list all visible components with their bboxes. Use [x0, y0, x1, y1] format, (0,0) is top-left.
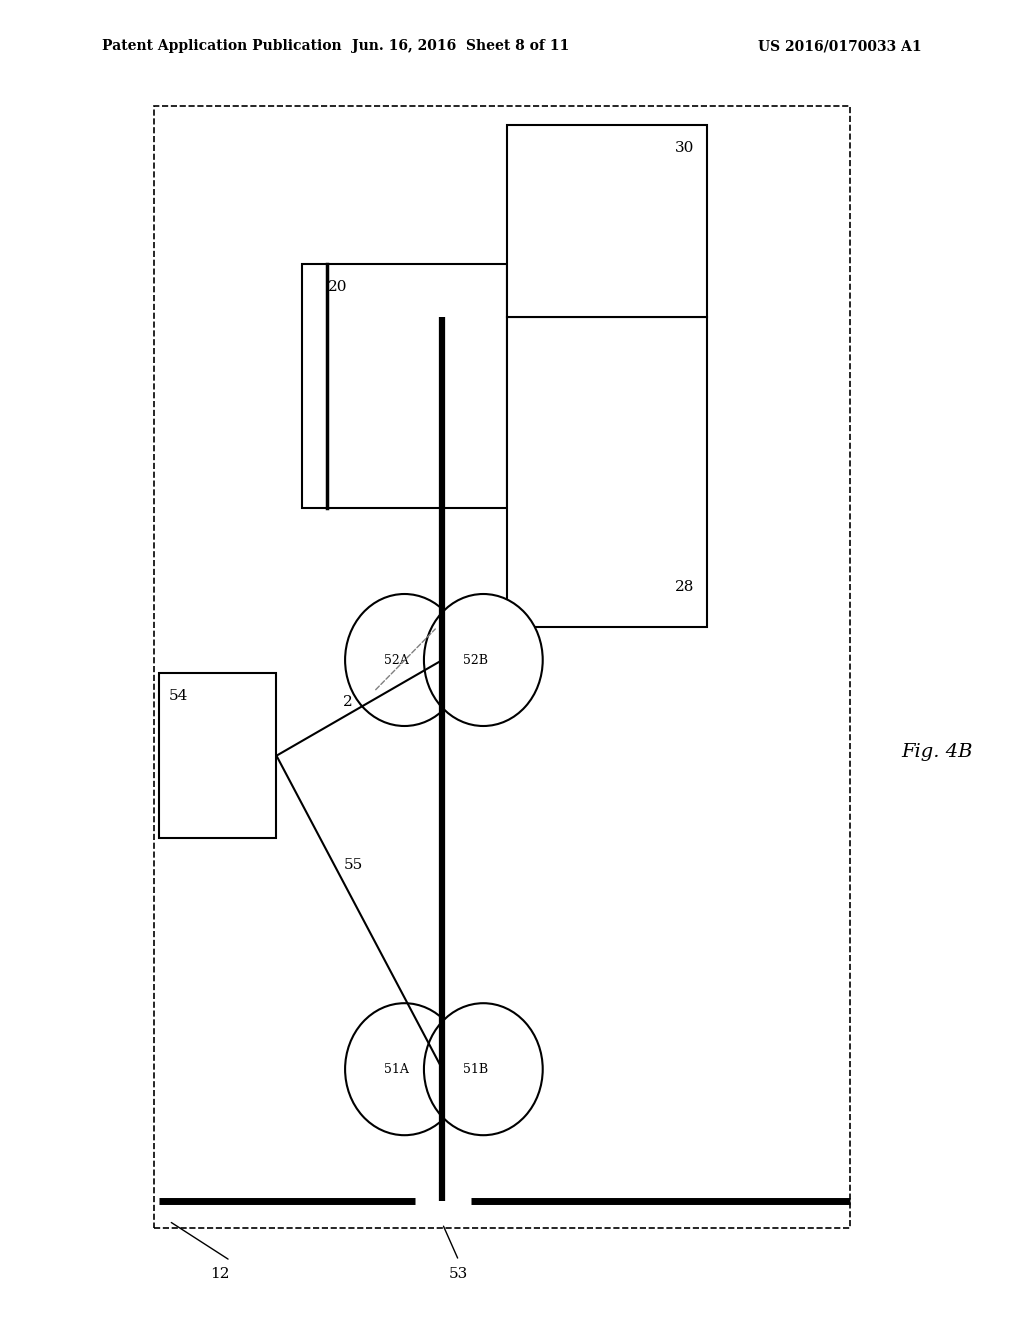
- Ellipse shape: [345, 594, 464, 726]
- Bar: [507, 317, 707, 627]
- Text: 2: 2: [343, 696, 353, 709]
- Text: 53: 53: [450, 1267, 468, 1282]
- Text: 20: 20: [328, 280, 347, 294]
- Text: 28: 28: [675, 579, 694, 594]
- Text: 51A: 51A: [384, 1063, 409, 1076]
- Text: 55: 55: [344, 858, 362, 871]
- Ellipse shape: [345, 1003, 464, 1135]
- Bar: [159, 673, 276, 838]
- Bar: [302, 264, 507, 508]
- Text: 52B: 52B: [463, 653, 487, 667]
- Text: 51B: 51B: [463, 1063, 487, 1076]
- Bar: [154, 106, 850, 1228]
- Bar: [507, 125, 707, 317]
- Text: 52A: 52A: [384, 653, 409, 667]
- Text: Jun. 16, 2016  Sheet 8 of 11: Jun. 16, 2016 Sheet 8 of 11: [352, 40, 569, 53]
- Text: 12: 12: [210, 1267, 230, 1282]
- Text: Patent Application Publication: Patent Application Publication: [102, 40, 342, 53]
- Text: Fig. 4B: Fig. 4B: [901, 743, 973, 762]
- Text: 54: 54: [169, 689, 188, 704]
- Text: US 2016/0170033 A1: US 2016/0170033 A1: [758, 40, 922, 53]
- Ellipse shape: [424, 594, 543, 726]
- Ellipse shape: [424, 1003, 543, 1135]
- Text: 30: 30: [675, 141, 694, 156]
